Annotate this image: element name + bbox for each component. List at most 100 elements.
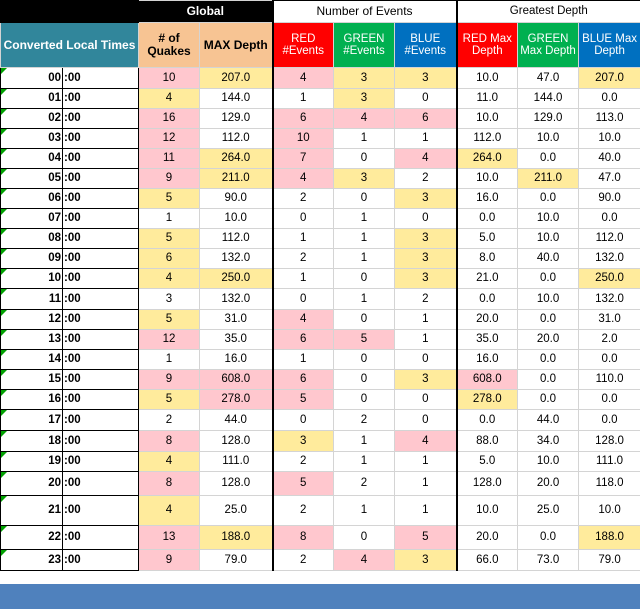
green-events-cell[interactable]: 1 — [333, 430, 395, 452]
green-depth-cell[interactable]: 10.0 — [517, 208, 580, 229]
green-events-cell[interactable]: 4 — [333, 549, 395, 571]
red-events-cell[interactable]: 6 — [271, 108, 334, 129]
green-events-cell[interactable]: 0 — [333, 268, 395, 289]
max-depth-cell[interactable]: 144.0 — [199, 88, 273, 109]
green-depth-cell[interactable]: 40.0 — [517, 248, 580, 269]
red-events-cell[interactable]: 6 — [271, 369, 334, 390]
green-depth-cell[interactable]: 0.0 — [517, 389, 580, 410]
green-events-cell[interactable]: 1 — [333, 248, 395, 269]
blue-events-cell[interactable]: 0 — [393, 409, 458, 431]
red-depth-cell[interactable]: 0.0 — [455, 288, 519, 310]
red-depth-cell[interactable]: 10.0 — [455, 495, 519, 526]
red-depth-cell[interactable]: 20.0 — [455, 309, 519, 330]
green-events-cell[interactable]: 1 — [333, 288, 395, 310]
red-events-cell[interactable]: 4 — [271, 309, 334, 330]
blue-events-cell[interactable]: 1 — [393, 128, 458, 149]
depth-group-header[interactable]: Greatest Depth — [455, 0, 640, 23]
green-depth-cell[interactable]: 20.0 — [517, 329, 580, 350]
green-depth-cell[interactable]: 0.0 — [517, 309, 580, 330]
green-depth-cell[interactable]: 211.0 — [517, 168, 580, 189]
blue-depth-cell[interactable]: 250.0 — [578, 268, 640, 289]
hour-cell[interactable]: 05 — [0, 168, 63, 189]
blue-events-cell[interactable]: 0 — [393, 349, 458, 370]
minute-cell[interactable]: :00 — [62, 430, 139, 452]
max-depth-cell[interactable]: 112.0 — [199, 228, 273, 249]
green-depth-cell[interactable]: 20.0 — [517, 471, 580, 496]
red-events-cell[interactable]: 7 — [271, 148, 334, 169]
green-events-cell[interactable]: 3 — [333, 88, 395, 109]
hour-cell[interactable]: 20 — [0, 471, 63, 496]
hour-cell[interactable]: 03 — [0, 128, 63, 149]
red-events-cell[interactable]: 1 — [271, 88, 334, 109]
max-depth-cell[interactable]: 211.0 — [199, 168, 273, 189]
hour-cell[interactable]: 23 — [0, 549, 63, 571]
red-depth-cell[interactable]: 8.0 — [455, 248, 519, 269]
hour-cell[interactable]: 00 — [0, 67, 63, 89]
red-depth-cell[interactable]: 10.0 — [455, 67, 519, 89]
max-depth-cell[interactable]: 90.0 — [199, 188, 273, 209]
red-events-cell[interactable]: 0 — [271, 288, 334, 310]
max-depth-cell[interactable]: 79.0 — [199, 549, 273, 571]
blue-events-cell[interactable]: 4 — [393, 148, 458, 169]
green-depth-cell[interactable]: 10.0 — [517, 228, 580, 249]
max-depth-cell[interactable]: 250.0 — [199, 268, 273, 289]
red-events-cell[interactable]: 1 — [271, 349, 334, 370]
green-depth-cell[interactable]: 0.0 — [517, 188, 580, 209]
blue-depth-cell[interactable]: 10.0 — [578, 495, 640, 526]
hour-cell[interactable]: 04 — [0, 148, 63, 169]
red-depth-cell[interactable]: 10.0 — [455, 168, 519, 189]
quakes-cell[interactable]: 3 — [138, 288, 200, 310]
red-depth-cell[interactable]: 35.0 — [455, 329, 519, 350]
blue-depth-cell[interactable]: 40.0 — [578, 148, 640, 169]
red-depth-cell[interactable]: 11.0 — [455, 88, 519, 109]
max-depth-cell[interactable]: 128.0 — [199, 430, 273, 452]
green-depth-cell[interactable]: 25.0 — [517, 495, 580, 526]
quakes-cell[interactable]: 10 — [138, 67, 200, 89]
quakes-cell[interactable]: 6 — [138, 248, 200, 269]
hour-cell[interactable]: 06 — [0, 188, 63, 209]
green-events-cell[interactable]: 0 — [333, 369, 395, 390]
green-events-cell[interactable]: 1 — [333, 228, 395, 249]
green-depth-cell[interactable]: 0.0 — [517, 349, 580, 370]
green-depth-cell[interactable]: 34.0 — [517, 430, 580, 452]
minute-cell[interactable]: :00 — [62, 148, 139, 169]
green-events-cell[interactable]: 0 — [333, 309, 395, 330]
blue-depth-cell[interactable]: 47.0 — [578, 168, 640, 189]
max-depth-cell[interactable]: 132.0 — [199, 288, 273, 310]
green-events-cell[interactable]: 3 — [333, 67, 395, 89]
minute-cell[interactable]: :00 — [62, 525, 139, 550]
minute-cell[interactable]: :00 — [62, 108, 139, 129]
blue-depth-cell[interactable]: 0.0 — [578, 389, 640, 410]
blue-events-cell[interactable]: 3 — [393, 549, 458, 571]
red-depth-cell[interactable]: 0.0 — [455, 409, 519, 431]
red-depth-cell[interactable]: 0.0 — [455, 208, 519, 229]
quakes-cell[interactable]: 4 — [138, 451, 200, 472]
blue-depth-cell[interactable]: 207.0 — [578, 67, 640, 89]
green-depth-cell[interactable]: 10.0 — [517, 288, 580, 310]
quakes-cell[interactable]: 12 — [138, 329, 200, 350]
green-depth-cell[interactable]: 47.0 — [517, 67, 580, 89]
max-depth-header[interactable]: MAX Depth — [199, 22, 273, 68]
hour-cell[interactable]: 10 — [0, 268, 63, 289]
red-depth-cell[interactable]: 16.0 — [455, 188, 519, 209]
green-events-cell[interactable]: 0 — [333, 349, 395, 370]
green-events-cell[interactable]: 1 — [333, 451, 395, 472]
blue-depth-cell[interactable]: 112.0 — [578, 228, 640, 249]
blue-events-cell[interactable]: 3 — [393, 188, 458, 209]
quakes-cell[interactable]: 8 — [138, 471, 200, 496]
quakes-cell[interactable]: 12 — [138, 128, 200, 149]
green-depth-cell[interactable]: 44.0 — [517, 409, 580, 431]
quakes-cell[interactable]: 9 — [138, 549, 200, 571]
red-depth-cell[interactable]: 66.0 — [455, 549, 519, 571]
green-depth-cell[interactable]: 10.0 — [517, 451, 580, 472]
global-group-header[interactable]: Global — [138, 0, 273, 23]
quakes-count-header[interactable]: # of Quakes — [138, 22, 200, 68]
quakes-cell[interactable]: 2 — [138, 409, 200, 431]
max-depth-cell[interactable]: 278.0 — [199, 389, 273, 410]
quakes-cell[interactable]: 9 — [138, 168, 200, 189]
max-depth-cell[interactable]: 129.0 — [199, 108, 273, 129]
hour-cell[interactable]: 12 — [0, 309, 63, 330]
red-events-cell[interactable]: 6 — [271, 329, 334, 350]
minute-cell[interactable]: :00 — [62, 228, 139, 249]
green-depth-cell[interactable]: 144.0 — [517, 88, 580, 109]
